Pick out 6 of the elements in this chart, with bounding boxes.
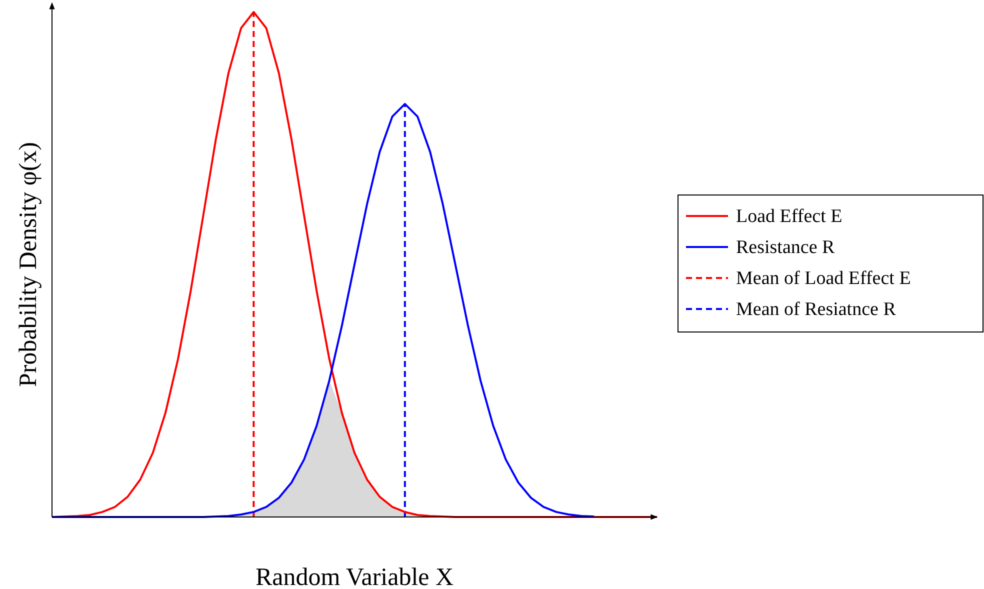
legend-label: Load Effect E [736, 206, 842, 227]
legend-label: Resistance R [736, 237, 835, 258]
text: Mean of Load Effect E [736, 268, 911, 289]
text: Mean of Resiatnce R [736, 299, 896, 320]
y-axis-title: Probability Density φ(x) [15, 142, 42, 387]
x-axis-title: Random Variable X [255, 564, 454, 589]
